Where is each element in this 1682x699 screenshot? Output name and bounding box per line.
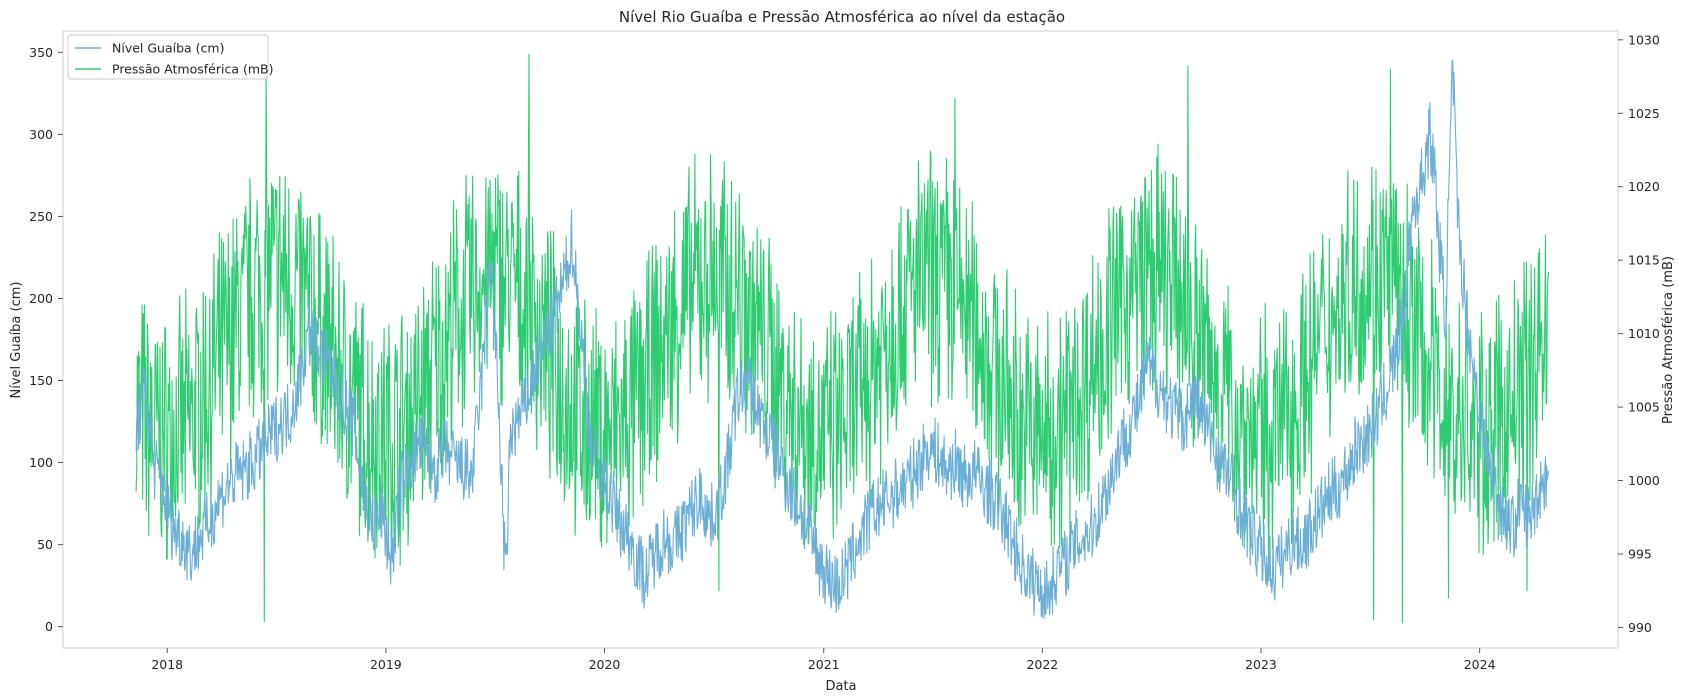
legend-label: Nível Guaíba (cm) — [112, 41, 224, 56]
y-left-tick-label: 50 — [37, 537, 53, 552]
y-left-tick-label: 100 — [29, 455, 53, 470]
y-left-tick-label: 300 — [29, 127, 53, 142]
y-right-tick-label: 995 — [1628, 546, 1652, 561]
y-right-tick-label: 1025 — [1628, 106, 1660, 121]
x-tick-label: 2020 — [589, 657, 621, 672]
x-tick-label: 2021 — [808, 657, 840, 672]
y-left-tick-label: 250 — [29, 209, 53, 224]
y-right-tick-label: 1010 — [1628, 326, 1660, 341]
y-left-axis-title: Nível Guaíba (cm) — [9, 282, 24, 399]
y-left-tick-label: 150 — [29, 373, 53, 388]
x-tick-label: 2019 — [370, 657, 402, 672]
chart-title: Nível Rio Guaíba e Pressão Atmosférica a… — [619, 8, 1065, 26]
x-tick-label: 2023 — [1245, 657, 1277, 672]
y-right-tick-label: 1030 — [1628, 32, 1660, 47]
plot-frame — [62, 30, 1619, 649]
y-left-tick-label: 200 — [29, 291, 53, 306]
y-right-tick-label: 1005 — [1628, 400, 1660, 415]
y-right-tick-label: 1020 — [1628, 179, 1660, 194]
x-tick-label: 2018 — [151, 657, 183, 672]
y-left-tick-label: 350 — [29, 45, 53, 60]
series-line-pressao — [135, 53, 1550, 624]
y-left-tick-label: 0 — [45, 619, 53, 634]
legend-box — [67, 34, 269, 80]
legend: Nível Guaíba (cm) Pressão Atmosférica (mB… — [67, 34, 273, 80]
y-right-tick-label: 1000 — [1628, 473, 1660, 488]
x-axis-title: Data — [825, 679, 856, 694]
x-tick-label: 2022 — [1026, 657, 1058, 672]
x-tick-label: 2024 — [1464, 657, 1496, 672]
y-right-tick-label: 990 — [1628, 620, 1652, 635]
series-line-nivel — [135, 59, 1550, 620]
legend-label: Pressão Atmosférica (mB) — [112, 62, 273, 77]
plot-area: 2018 2019 2020 2021 2022 2023 2024 0 50 100 150 200… — [29, 30, 1660, 672]
y-right-tick-label: 1015 — [1628, 253, 1660, 268]
y-right-axis-title: Pressão Atmosférica (mB) — [1661, 256, 1676, 424]
